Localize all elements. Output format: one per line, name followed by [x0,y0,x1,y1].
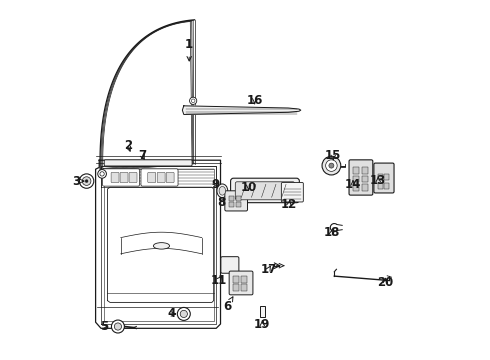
Bar [233,276,239,283]
FancyBboxPatch shape [111,172,119,183]
Bar [362,176,368,182]
Bar [229,202,234,207]
Bar [353,176,360,182]
Text: 2: 2 [124,139,132,152]
Text: 13: 13 [370,174,386,186]
Text: 17: 17 [260,263,277,276]
Bar [384,183,389,189]
Bar [378,174,383,180]
Bar [229,196,234,201]
Bar [353,184,360,191]
Circle shape [82,177,91,185]
Text: 8: 8 [218,196,226,209]
Bar [233,284,239,291]
Circle shape [190,97,197,104]
Text: 9: 9 [212,178,220,191]
FancyBboxPatch shape [229,271,253,295]
Text: 18: 18 [323,226,340,239]
FancyBboxPatch shape [157,172,165,183]
FancyBboxPatch shape [235,182,294,200]
FancyBboxPatch shape [120,172,128,183]
FancyBboxPatch shape [148,172,156,183]
Ellipse shape [219,186,225,195]
Bar [362,184,368,191]
Text: 4: 4 [168,307,176,320]
FancyBboxPatch shape [349,160,373,195]
Circle shape [114,323,122,330]
Bar [362,167,368,174]
Bar [378,183,383,189]
Circle shape [98,170,106,178]
Text: 10: 10 [241,181,257,194]
Bar [236,196,242,201]
Bar [242,276,247,283]
FancyBboxPatch shape [221,257,239,273]
Ellipse shape [153,243,170,249]
Bar [236,202,242,207]
Text: 14: 14 [345,178,361,191]
Ellipse shape [217,184,228,198]
FancyBboxPatch shape [281,183,303,202]
Text: 11: 11 [211,274,227,287]
Text: 1: 1 [185,39,193,61]
Text: 19: 19 [254,318,270,330]
Circle shape [79,174,94,188]
FancyBboxPatch shape [141,169,178,186]
Text: 7: 7 [138,149,147,162]
FancyBboxPatch shape [129,172,137,183]
Circle shape [177,307,190,320]
Text: 20: 20 [377,276,393,289]
FancyBboxPatch shape [102,169,140,186]
Circle shape [180,310,187,318]
Circle shape [322,156,341,175]
FancyBboxPatch shape [231,178,299,203]
Bar [242,284,247,291]
Circle shape [329,163,334,168]
FancyBboxPatch shape [104,160,192,166]
Circle shape [111,320,124,333]
FancyBboxPatch shape [166,172,174,183]
Bar [384,174,389,180]
Text: 3: 3 [72,175,84,188]
Text: 15: 15 [325,149,342,162]
Polygon shape [182,106,301,114]
Bar [260,306,265,317]
Circle shape [326,160,337,171]
FancyBboxPatch shape [374,163,394,193]
FancyBboxPatch shape [225,191,247,211]
Text: 16: 16 [246,94,263,107]
Bar [353,167,360,174]
Text: 12: 12 [281,198,297,211]
Text: 6: 6 [223,297,233,313]
Text: 5: 5 [100,320,108,333]
Circle shape [85,180,88,183]
